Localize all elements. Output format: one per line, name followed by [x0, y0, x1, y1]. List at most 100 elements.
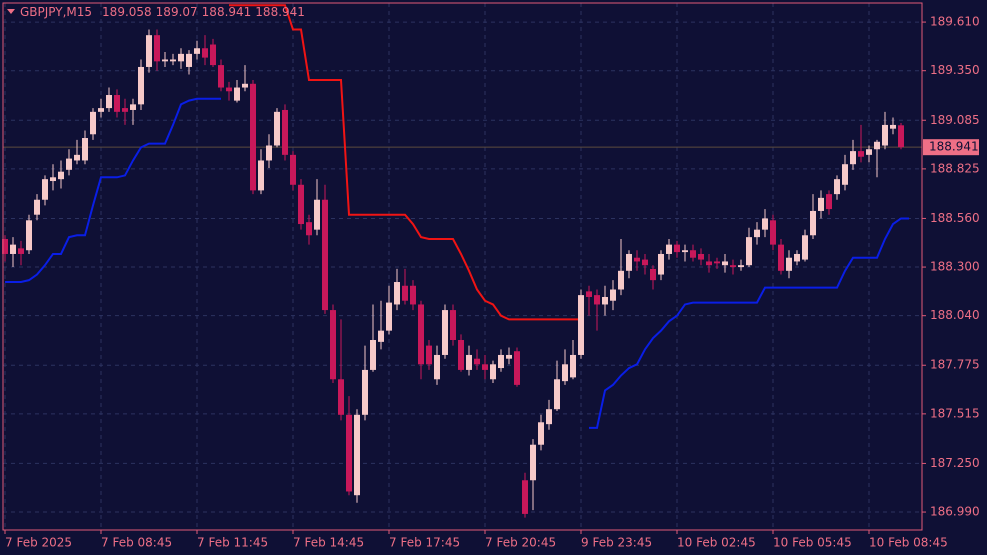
candle-body — [442, 310, 448, 355]
candle-body — [66, 158, 72, 170]
menu-triangle[interactable] — [7, 9, 15, 14]
candle-body — [354, 414, 360, 496]
candle-body — [522, 480, 528, 514]
candle-body — [722, 261, 728, 266]
candle-body — [194, 48, 200, 54]
symbol: GBPJPY,M15 — [20, 5, 92, 19]
plot-frame — [2, 2, 923, 531]
candle-body — [818, 197, 824, 211]
candle-body — [762, 218, 768, 230]
candle-body — [786, 257, 792, 271]
indicator-line — [5, 97, 221, 284]
candle-body — [538, 422, 544, 445]
y-tick-label: 188.560 — [930, 211, 980, 225]
candle-body — [874, 141, 880, 150]
candle-body — [386, 302, 392, 331]
candle-body — [898, 125, 904, 148]
candle-body — [666, 244, 672, 254]
candle-body — [578, 295, 584, 355]
candle-body — [394, 282, 400, 305]
candle-body — [682, 250, 688, 253]
candle-body — [418, 304, 424, 365]
candle-body — [146, 35, 152, 67]
y-tick-label: 188.040 — [930, 308, 980, 322]
candle-body — [282, 109, 288, 155]
y-tick-label: 189.610 — [930, 15, 980, 29]
candle-body — [770, 220, 776, 245]
candle-body — [338, 379, 344, 415]
header-value: 189.07 — [156, 5, 198, 19]
candle-body — [466, 354, 472, 370]
candle-body — [586, 291, 592, 297]
candle-body — [234, 87, 240, 101]
candle-body — [482, 364, 488, 370]
candle-body — [410, 285, 416, 305]
candle-body — [226, 87, 232, 92]
candle-body — [266, 145, 272, 161]
candle-body — [202, 48, 208, 58]
candle-body — [730, 265, 736, 268]
candle-body — [378, 330, 384, 342]
candle-body — [426, 345, 432, 365]
candle-body — [754, 229, 760, 238]
candle-body — [98, 108, 104, 112]
x-tick-label: 7 Feb 14:45 — [293, 536, 364, 550]
candle-body — [514, 351, 520, 385]
candle-body — [130, 104, 136, 110]
candle-body — [90, 111, 96, 135]
plot — [2, 4, 922, 518]
candle-body — [370, 339, 376, 370]
candle-body — [298, 184, 304, 225]
x-tick-label: 7 Feb 2025 — [5, 536, 72, 550]
candle-body — [18, 248, 24, 254]
candle-body — [402, 285, 408, 301]
candle-body — [330, 310, 336, 380]
candle-body — [602, 296, 608, 305]
candle-body — [346, 414, 352, 492]
candle-body — [26, 220, 32, 251]
candle-body — [834, 179, 840, 195]
candle-body — [738, 265, 744, 268]
x-tick-label: 7 Feb 20:45 — [485, 536, 556, 550]
y-tick-label: 186.990 — [930, 505, 980, 519]
candle-body — [314, 199, 320, 230]
candle-body — [106, 95, 112, 109]
candle-body — [570, 354, 576, 378]
candle-body — [546, 409, 552, 425]
indicator-line — [229, 4, 581, 321]
candle-body — [34, 199, 40, 215]
price-label: 188.941 — [929, 140, 979, 154]
x-tick-label: 9 Feb 23:45 — [581, 536, 652, 550]
candle-body — [154, 35, 160, 62]
candle-body — [362, 369, 368, 415]
candle-body — [866, 149, 872, 155]
candle-body — [690, 250, 696, 258]
candle-body — [802, 235, 808, 260]
candle-body — [114, 95, 120, 112]
candle-body — [594, 295, 600, 305]
candle-body — [778, 244, 784, 271]
header-value: 188.941 — [202, 5, 252, 19]
x-tick-label: 10 Feb 02:45 — [677, 536, 756, 550]
candle-body — [842, 164, 848, 185]
candle-body — [618, 270, 624, 290]
candle-body — [626, 253, 632, 271]
candle-body — [258, 160, 264, 191]
candle-body — [170, 59, 176, 62]
candle-body — [218, 65, 224, 88]
y-tick-label: 188.825 — [930, 161, 980, 175]
candle-body — [794, 253, 800, 262]
candle-body — [562, 364, 568, 382]
candle-body — [162, 59, 168, 62]
price-label-box — [923, 139, 979, 156]
x-tick-label: 7 Feb 11:45 — [197, 536, 268, 550]
candle-body — [858, 151, 864, 157]
candle-body — [554, 379, 560, 410]
candle-body — [186, 53, 192, 67]
candle-body — [506, 354, 512, 359]
candle-body — [210, 44, 216, 66]
candle-body — [122, 108, 128, 112]
